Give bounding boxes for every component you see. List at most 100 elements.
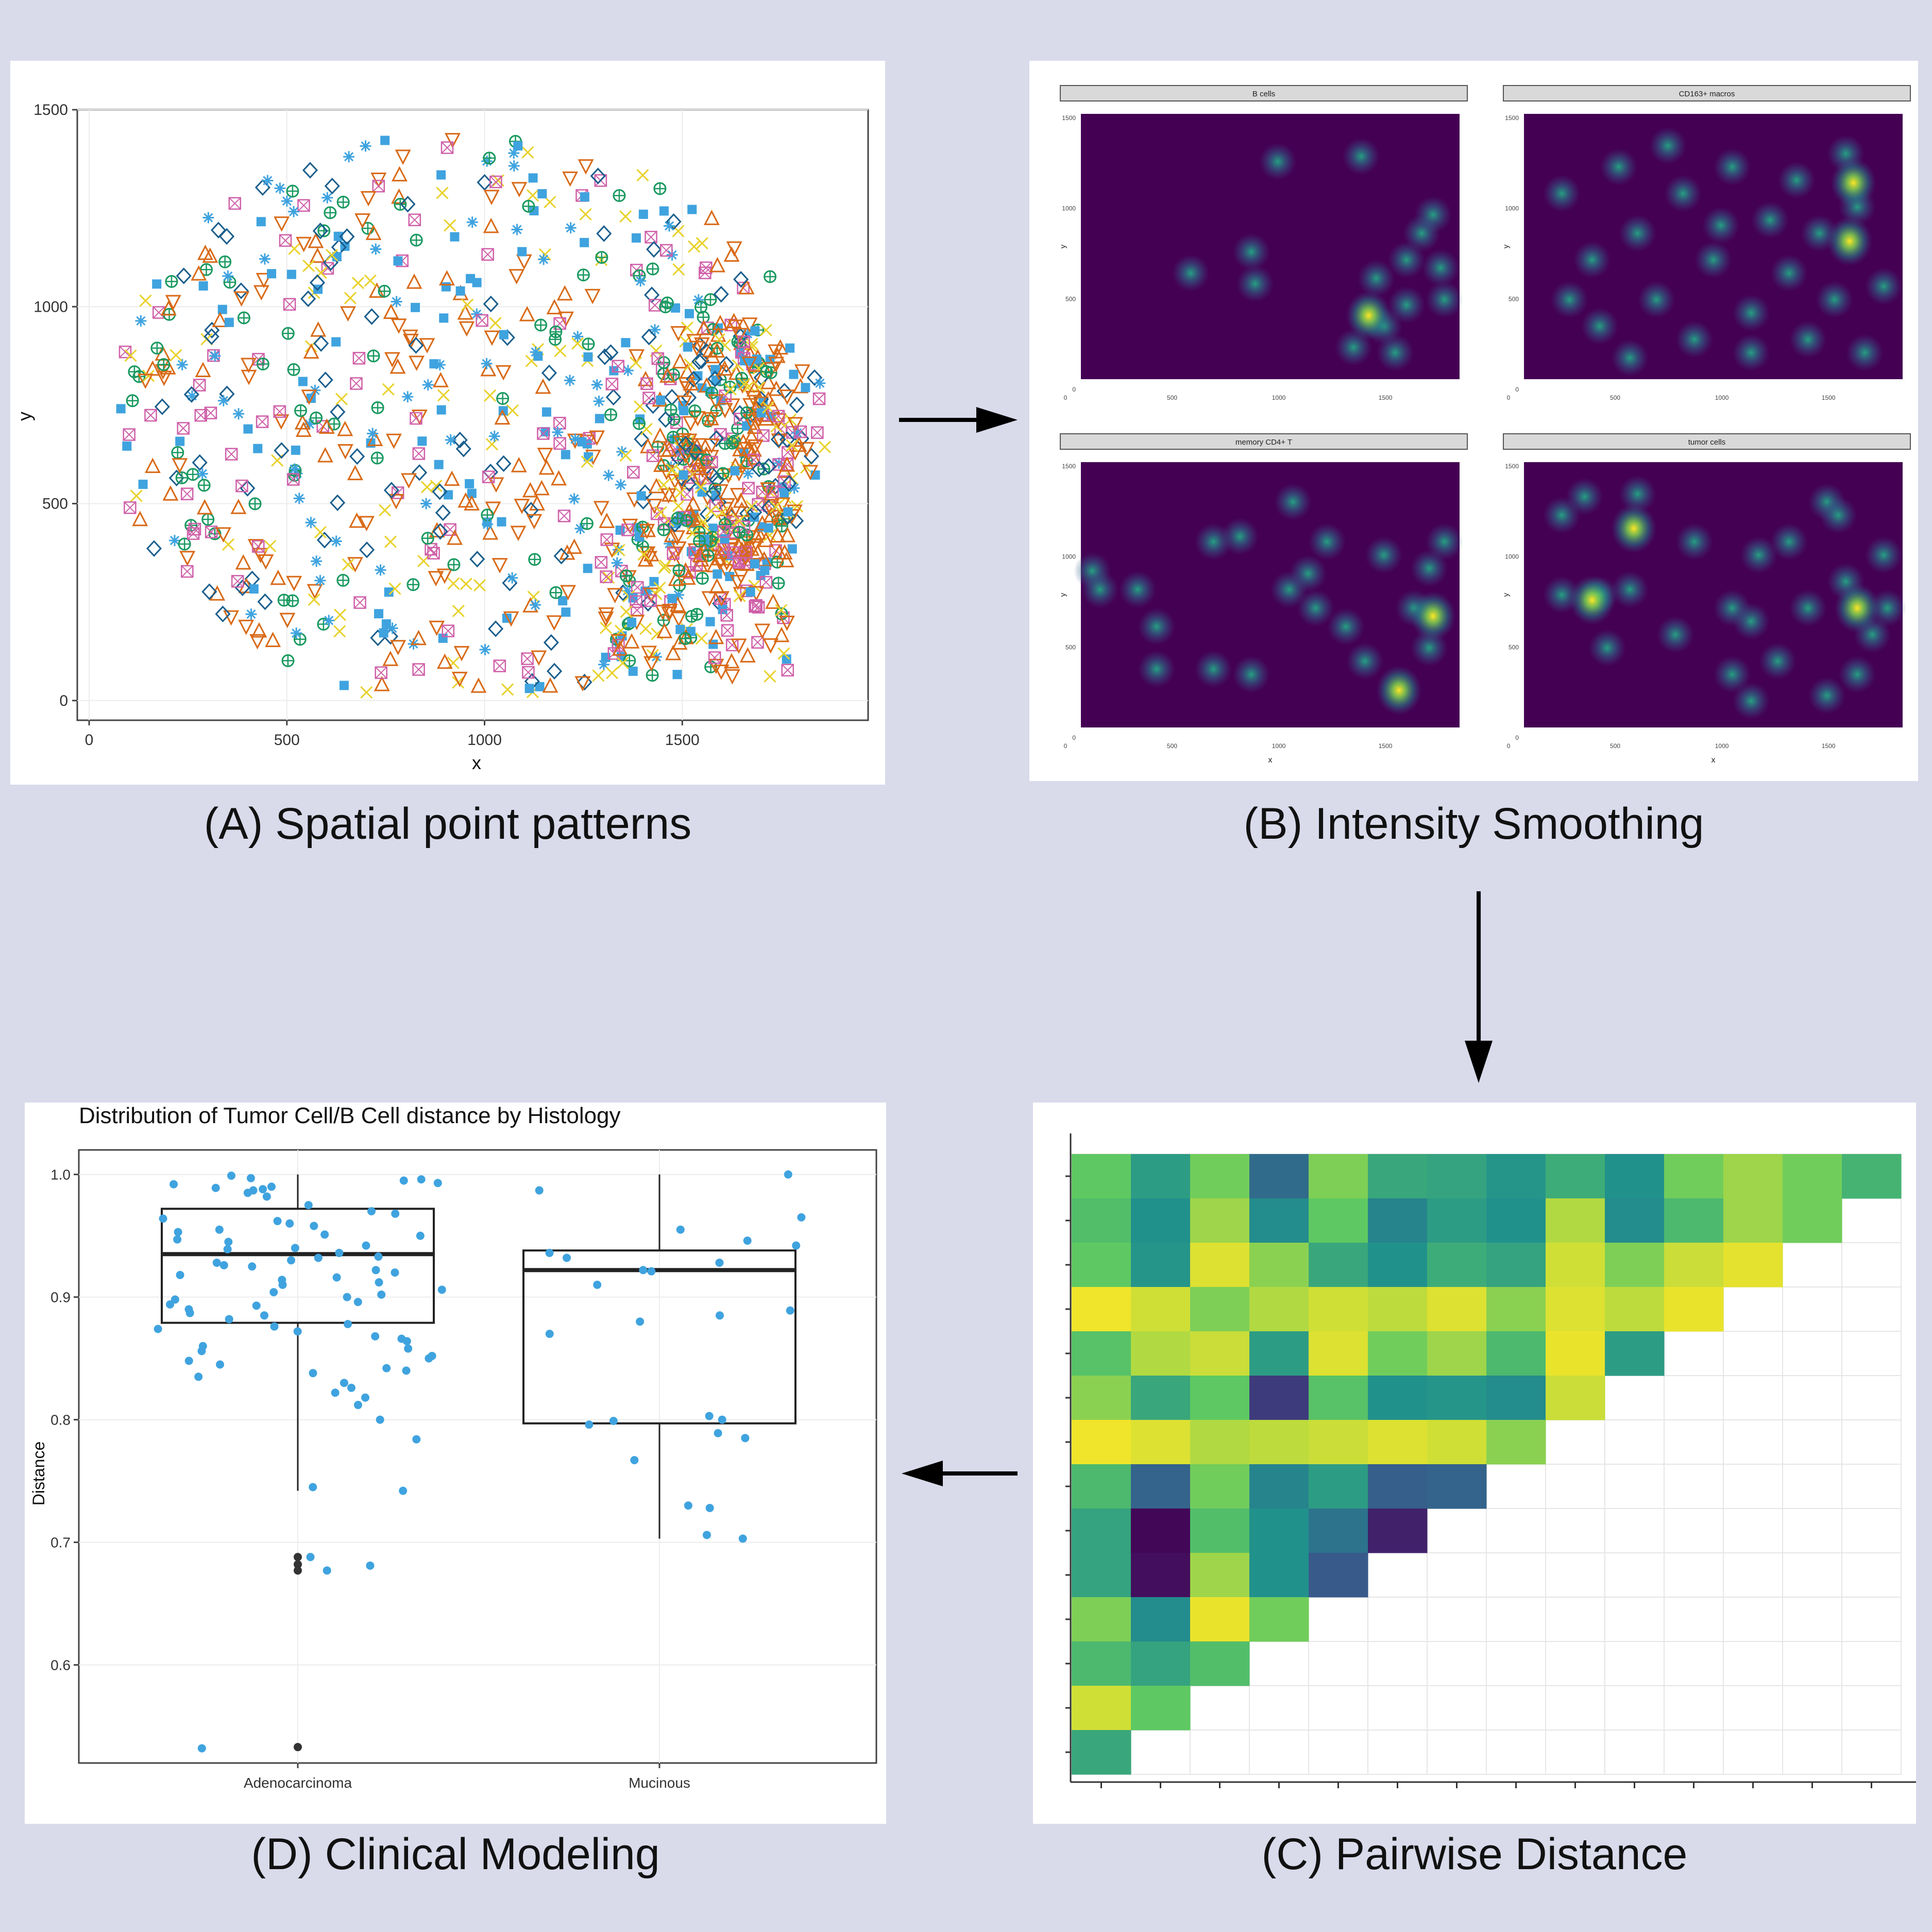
cell-point	[191, 265, 207, 281]
cell-point	[756, 408, 766, 418]
cell-point	[237, 311, 250, 325]
heatmap-cell	[1072, 1287, 1131, 1332]
cell-point	[447, 656, 460, 669]
facet-y-label: y	[1502, 244, 1511, 248]
data-point	[371, 1332, 380, 1341]
cell-point	[645, 230, 657, 244]
cell-point	[198, 281, 208, 291]
cell-point	[233, 282, 249, 299]
heatmap-cell	[1249, 1420, 1309, 1465]
cell-point	[619, 210, 632, 223]
cell-point	[752, 601, 765, 614]
cell-point	[685, 609, 699, 623]
cell-point	[118, 345, 132, 359]
cell-point	[231, 575, 244, 588]
cell-point	[546, 299, 563, 315]
cell-point	[514, 499, 530, 514]
cell-point	[701, 591, 718, 607]
data-point	[377, 1290, 386, 1299]
heatmap-cell	[1072, 1376, 1131, 1420]
intensity-blob	[1119, 571, 1157, 608]
y-tick-label: 500	[1509, 643, 1519, 651]
intensity-blob	[1638, 281, 1675, 318]
cell-point	[637, 548, 650, 561]
cell-point	[176, 267, 192, 284]
x-tick-label: 500	[1610, 742, 1620, 750]
cell-point	[248, 497, 262, 511]
cell-point	[775, 519, 788, 533]
cell-point	[309, 274, 326, 291]
cell-point	[202, 247, 218, 263]
cell-point	[489, 175, 502, 189]
cell-point	[656, 623, 673, 638]
cell-point	[139, 294, 152, 307]
cell-point	[631, 233, 641, 243]
cell-point	[291, 627, 302, 639]
cell-point	[439, 313, 449, 323]
cell-point	[553, 417, 566, 430]
heatmap-cell	[1249, 1198, 1309, 1243]
cell-point	[646, 449, 659, 462]
cell-point	[281, 654, 295, 667]
box-iqr	[522, 1249, 796, 1425]
cell-point	[339, 681, 349, 690]
cell-point	[603, 469, 615, 481]
cell-point	[406, 578, 420, 591]
heatmap-cell	[1546, 1243, 1605, 1287]
cell-point	[671, 634, 688, 650]
cell-point	[714, 428, 727, 441]
cell-point	[333, 231, 343, 241]
cell-point	[444, 470, 460, 486]
cell-point	[434, 460, 444, 469]
cell-point	[583, 352, 593, 362]
data-point	[375, 1278, 383, 1287]
cell-point	[727, 546, 740, 559]
cell-point	[600, 570, 613, 583]
intensity-blob	[1733, 682, 1770, 720]
intensity-blob	[1426, 523, 1463, 561]
cell-point	[378, 504, 392, 517]
intensity-blob	[1619, 214, 1656, 252]
heatmap-cell	[1072, 1730, 1131, 1775]
cell-point	[480, 361, 497, 377]
intensity-hotspot	[1827, 216, 1873, 266]
data-point	[585, 1420, 594, 1429]
data-point	[309, 1483, 317, 1492]
data-point	[391, 1209, 400, 1218]
facet-title: tumor cells	[1688, 438, 1726, 447]
cell-point	[723, 506, 740, 522]
data-point	[269, 1288, 278, 1297]
cell-point	[391, 188, 407, 204]
intensity-blob	[1657, 616, 1694, 653]
data-point	[639, 1266, 648, 1275]
cell-point	[388, 494, 404, 510]
cell-point	[802, 465, 819, 481]
cell-point	[717, 525, 730, 538]
cell-point	[483, 151, 496, 165]
cell-point	[779, 488, 789, 498]
heatmap-cell	[1427, 1198, 1487, 1243]
cell-point	[604, 408, 618, 421]
cell-point	[733, 514, 745, 528]
cell-point	[646, 241, 662, 258]
data-point	[784, 1170, 792, 1179]
cell-point	[352, 277, 365, 290]
cell-point	[294, 414, 311, 430]
cell-point	[724, 669, 740, 685]
cell-point	[279, 234, 292, 247]
cell-point	[741, 357, 757, 372]
heatmap-cell	[1368, 1376, 1428, 1420]
cell-point	[378, 284, 391, 298]
heatmap-cell	[1072, 1464, 1131, 1509]
data-point	[154, 1325, 162, 1333]
cell-point	[411, 302, 420, 312]
spatial-point-pattern-plot: 0 500 1000 1500 0 500 1000 1500 x y	[14, 101, 869, 773]
cell-point	[335, 393, 348, 405]
cell-point	[370, 451, 384, 465]
cell-point	[671, 512, 684, 525]
cell-point	[230, 499, 247, 514]
cell-point	[444, 490, 453, 500]
cell-point	[528, 173, 538, 183]
intensity-hotspot	[1569, 575, 1615, 625]
data-point	[786, 1306, 794, 1315]
